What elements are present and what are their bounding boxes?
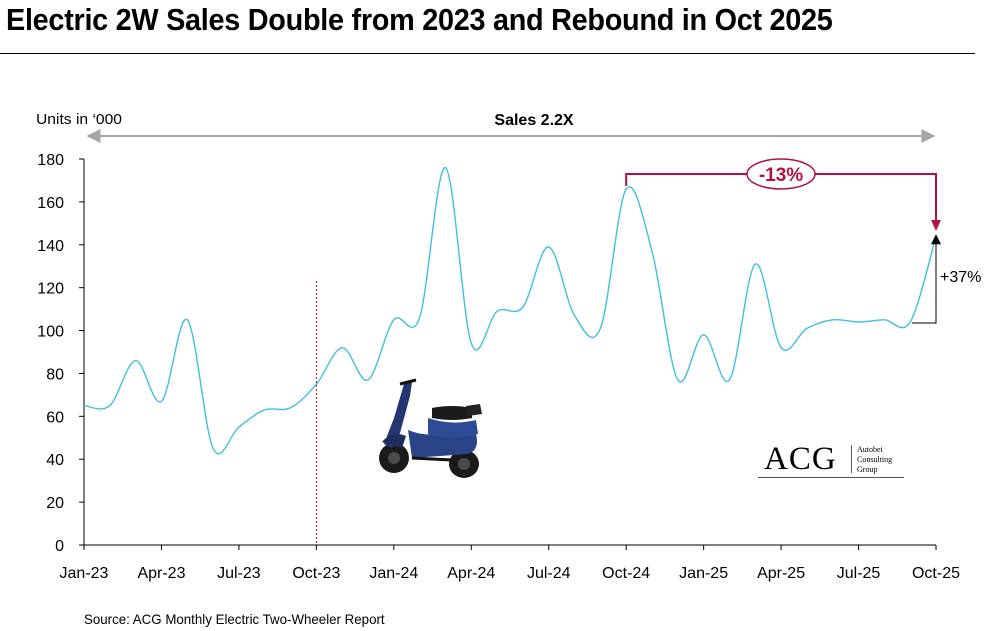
x-tick-label: Oct-23 bbox=[292, 565, 340, 582]
data-point bbox=[832, 319, 834, 321]
data-point bbox=[238, 426, 240, 428]
logo-divider bbox=[851, 445, 852, 473]
chart-title: Electric 2W Sales Double from 2023 and R… bbox=[6, 2, 833, 37]
logo-subtext-line: Group bbox=[857, 465, 878, 474]
x-tick-label: Jul-23 bbox=[217, 565, 261, 582]
y-tick-label: 0 bbox=[55, 538, 64, 555]
x-tick-label: Jan-23 bbox=[60, 565, 109, 582]
y-tick-label: 60 bbox=[46, 409, 64, 426]
data-point bbox=[883, 319, 885, 321]
decline-arrowhead bbox=[931, 220, 941, 231]
title-underline bbox=[0, 53, 975, 54]
data-point bbox=[806, 327, 808, 329]
data-point bbox=[444, 166, 446, 168]
data-point bbox=[754, 263, 756, 265]
annotations: Sales 2.2X -13% +37% bbox=[86, 112, 981, 324]
data-point bbox=[264, 409, 266, 411]
data-point bbox=[702, 334, 704, 336]
y-axis-label: Units in ‘000 bbox=[36, 111, 122, 128]
series-line-layer bbox=[83, 166, 937, 455]
y-tick-label: 140 bbox=[37, 238, 64, 255]
logo-subtext-line: Autobei bbox=[857, 445, 883, 454]
scooter-image bbox=[372, 378, 490, 480]
rebound-arrowhead bbox=[931, 234, 941, 245]
y-tick-label: 80 bbox=[46, 366, 64, 383]
y-tick-label: 160 bbox=[37, 195, 64, 212]
source-note: Source: ACG Monthly Electric Two-Wheeler… bbox=[84, 611, 385, 627]
data-point bbox=[573, 314, 575, 316]
logo-subtext: Autobei Consulting Group bbox=[857, 445, 892, 475]
data-point bbox=[367, 379, 369, 381]
data-point bbox=[677, 379, 679, 381]
decline-badge bbox=[746, 158, 816, 190]
x-tick-label: Apr-23 bbox=[137, 565, 185, 582]
data-point bbox=[393, 319, 395, 321]
data-point bbox=[651, 250, 653, 252]
rebound-bracket bbox=[912, 242, 937, 324]
axes: 0 20 40 60 80 100 120 140 160 180 Jan-23 Apr-23 Jul-… bbox=[37, 152, 960, 582]
data-point bbox=[83, 404, 85, 406]
data-point bbox=[728, 379, 730, 381]
x-tick-label: Jan-24 bbox=[369, 565, 418, 582]
x-tick-label: Jan-25 bbox=[679, 565, 728, 582]
data-point bbox=[496, 310, 498, 312]
y-tick-label: 20 bbox=[46, 495, 64, 512]
logo-subtext-line: Consulting bbox=[857, 455, 893, 464]
data-point bbox=[418, 316, 420, 318]
x-tick-label: Oct-24 bbox=[602, 565, 650, 582]
x-tick-label: Jul-25 bbox=[837, 565, 881, 582]
data-point bbox=[470, 342, 472, 344]
y-tick-label: 180 bbox=[37, 152, 64, 169]
data-point bbox=[909, 321, 911, 323]
data-point bbox=[599, 327, 601, 329]
sales-growth-label: Sales 2.2X bbox=[494, 112, 574, 129]
data-point bbox=[109, 404, 111, 406]
data-point bbox=[341, 347, 343, 349]
data-point bbox=[289, 407, 291, 409]
x-tick-label: Apr-25 bbox=[757, 565, 805, 582]
data-point bbox=[780, 347, 782, 349]
data-point bbox=[548, 246, 550, 248]
acg-logo: ACG Autobei Consulting Group bbox=[758, 441, 904, 479]
y-tick-label: 100 bbox=[37, 324, 64, 341]
x-tick-label: Apr-24 bbox=[447, 565, 495, 582]
x-tick-label: Jul-24 bbox=[527, 565, 571, 582]
logo-wordmark: ACG bbox=[764, 441, 837, 477]
data-point bbox=[212, 447, 214, 449]
y-tick-label: 40 bbox=[46, 452, 64, 469]
data-point bbox=[134, 359, 136, 361]
sales-series-line bbox=[83, 166, 937, 455]
data-point bbox=[160, 400, 162, 402]
data-point bbox=[186, 319, 188, 321]
data-point bbox=[857, 321, 859, 323]
x-tick-label: Oct-25 bbox=[912, 565, 960, 582]
y-tick-label: 120 bbox=[37, 281, 64, 298]
data-point bbox=[522, 306, 524, 308]
logo-underline bbox=[758, 477, 904, 478]
data-point bbox=[315, 383, 317, 385]
data-point bbox=[625, 188, 627, 190]
rebound-label: +37% bbox=[940, 269, 981, 286]
decline-label: -13% bbox=[759, 165, 803, 186]
